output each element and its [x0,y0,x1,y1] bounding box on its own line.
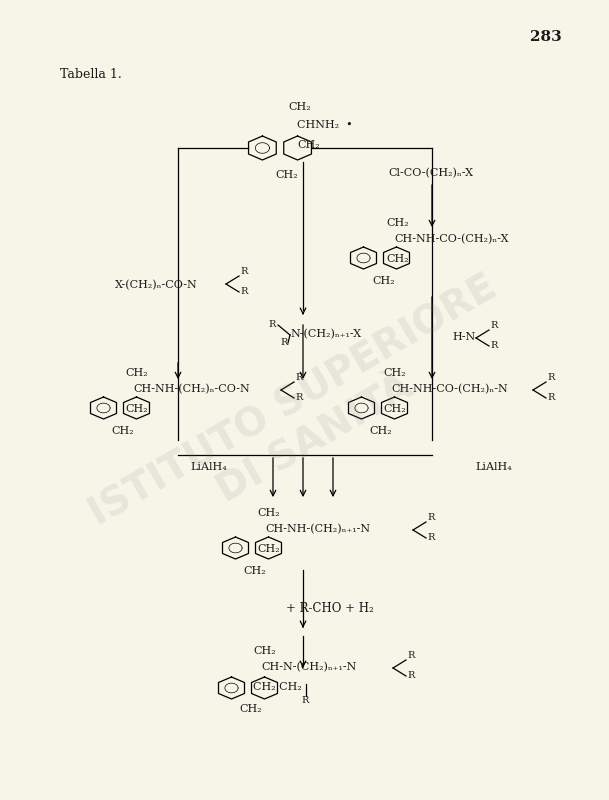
Text: + R-CHO + H₂: + R-CHO + H₂ [286,602,374,615]
Text: R: R [427,513,434,522]
Text: CH₂: CH₂ [111,426,133,436]
Text: CH₂: CH₂ [257,544,280,554]
Text: CH₂: CH₂ [383,404,406,414]
Text: CH-N-(CH₂)ₙ₊₁-N: CH-N-(CH₂)ₙ₊₁-N [261,662,356,672]
Text: CH₂: CH₂ [253,646,276,656]
Text: R: R [240,267,247,276]
Text: CH₂: CH₂ [288,102,311,112]
Text: R: R [547,393,554,402]
Text: CH₂: CH₂ [275,170,298,180]
Text: CH₂: CH₂ [372,276,395,286]
Text: R: R [268,320,275,329]
Text: R: R [427,533,434,542]
Text: Cl-CO-(CH₂)ₙ-X: Cl-CO-(CH₂)ₙ-X [388,168,473,178]
Text: R: R [295,393,303,402]
Text: CHNH₂  •: CHNH₂ • [297,120,353,130]
Text: CH₂: CH₂ [125,404,147,414]
Text: CH₂: CH₂ [239,704,262,714]
Text: CH₂: CH₂ [125,368,147,378]
Text: CH₂: CH₂ [257,508,280,518]
Text: LiAlH₄: LiAlH₄ [475,462,512,472]
Text: Tabella 1.: Tabella 1. [60,68,122,81]
Text: R: R [407,651,414,660]
Text: R: R [301,696,308,705]
Text: CH₂: CH₂ [297,140,320,150]
Text: R: R [490,341,498,350]
Text: CH₂ CH₂: CH₂ CH₂ [253,682,301,692]
Text: ISTITUTO SUPERIORE
DI SANITÀ: ISTITUTO SUPERIORE DI SANITÀ [83,269,526,571]
Text: CH₂: CH₂ [386,218,409,228]
Text: 283: 283 [530,30,561,44]
Text: CH-NH-(CH₂)ₙ₊₁-N: CH-NH-(CH₂)ₙ₊₁-N [265,524,370,534]
Text: CH₂: CH₂ [243,566,266,576]
Text: R: R [280,338,287,347]
Text: R: R [407,671,414,680]
Text: N-(CH₂)ₙ₊₁-X: N-(CH₂)ₙ₊₁-X [290,329,361,339]
Text: H-N: H-N [452,332,475,342]
Text: CH₂: CH₂ [369,426,392,436]
Text: X-(CH₂)ₙ-CO-N: X-(CH₂)ₙ-CO-N [115,280,198,290]
Text: CH-NH-(CH₂)ₙ-CO-N: CH-NH-(CH₂)ₙ-CO-N [133,384,250,394]
Text: R: R [295,373,303,382]
Text: CH-NH-CO-(CH₂)ₙ-N: CH-NH-CO-(CH₂)ₙ-N [391,384,508,394]
Text: R: R [240,287,247,296]
Text: R: R [547,373,554,382]
Text: CH₂: CH₂ [386,254,409,264]
Text: CH-NH-CO-(CH₂)ₙ-X: CH-NH-CO-(CH₂)ₙ-X [394,234,509,244]
Text: CH₂: CH₂ [383,368,406,378]
Text: LiAlH₄: LiAlH₄ [190,462,227,472]
Text: R: R [490,321,498,330]
